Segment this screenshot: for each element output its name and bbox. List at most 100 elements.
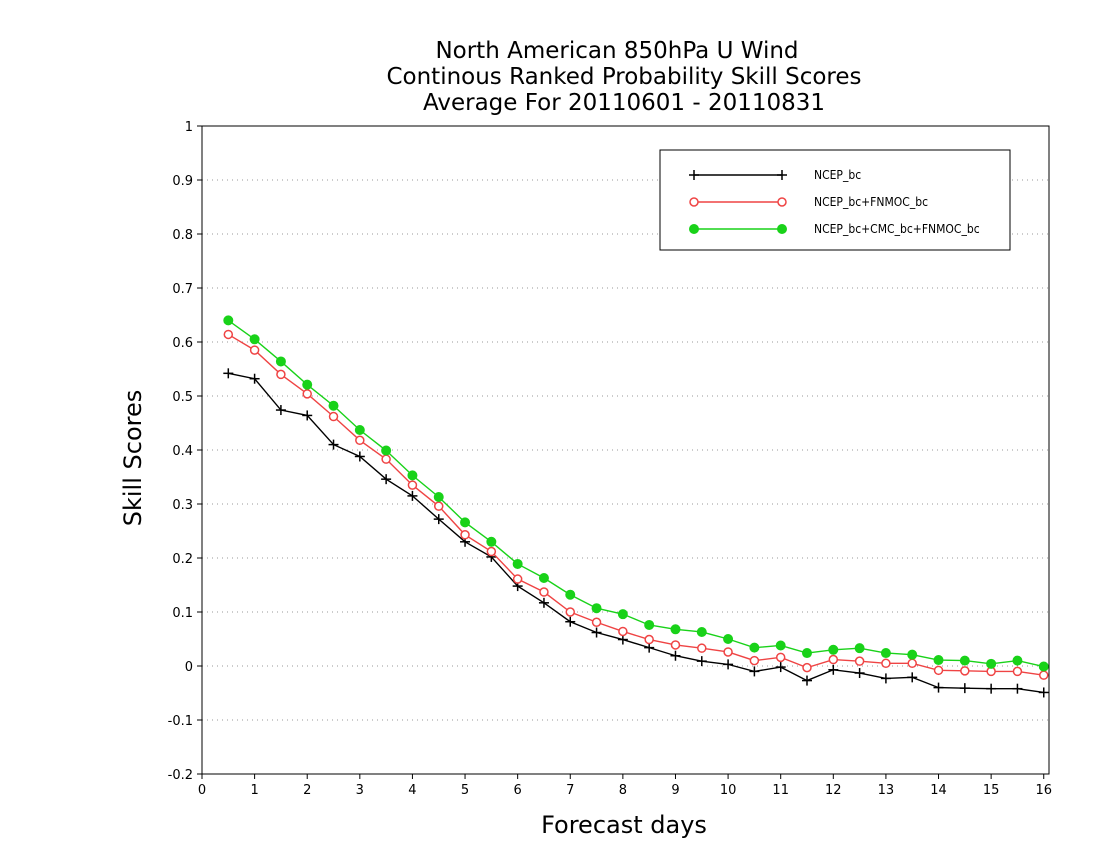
data-point xyxy=(696,656,707,667)
data-point xyxy=(565,607,576,617)
legend-marker xyxy=(777,224,787,234)
x-tick-label: 7 xyxy=(566,783,574,798)
data-point xyxy=(828,644,839,655)
y-tick-label: 0.7 xyxy=(172,282,193,297)
data-point xyxy=(775,662,786,673)
x-tick-label: 15 xyxy=(983,783,1000,798)
data-point xyxy=(696,626,707,637)
data-point xyxy=(880,648,891,659)
data-point xyxy=(986,683,997,694)
y-axis-label: Skill Scores xyxy=(119,390,147,527)
data-point xyxy=(907,649,918,660)
title-line-3: Average For 20110601 - 20110831 xyxy=(423,90,825,116)
data-point xyxy=(1012,655,1023,666)
data-point xyxy=(249,373,260,384)
legend-entry: NCEP_bc xyxy=(689,168,861,182)
data-point xyxy=(986,658,997,669)
x-tick-label: 14 xyxy=(930,783,947,798)
data-point xyxy=(354,425,365,436)
data-point xyxy=(433,514,444,525)
x-tick-label: 8 xyxy=(619,783,627,798)
series-1 xyxy=(223,329,1049,680)
data-point xyxy=(644,642,655,653)
title-line-2: Continous Ranked Probability Skill Score… xyxy=(386,64,861,90)
data-point xyxy=(854,643,865,654)
y-tick-label: 0.4 xyxy=(172,444,193,459)
data-point xyxy=(854,668,865,679)
data-point xyxy=(354,451,365,462)
data-point xyxy=(302,389,312,399)
data-point xyxy=(723,647,733,657)
data-point xyxy=(644,634,654,645)
data-point xyxy=(512,558,523,569)
data-point xyxy=(407,480,418,490)
data-point xyxy=(749,666,760,677)
series-line xyxy=(227,333,1044,676)
data-point xyxy=(723,659,734,670)
data-series xyxy=(223,315,1049,698)
legend-marker xyxy=(689,170,699,180)
x-tick-label: 13 xyxy=(878,783,895,798)
data-point xyxy=(381,474,392,485)
x-tick-label: 6 xyxy=(514,783,522,798)
data-point xyxy=(407,470,418,481)
x-tick-label: 11 xyxy=(772,783,789,798)
data-point xyxy=(749,642,760,653)
data-point xyxy=(565,616,576,627)
data-point xyxy=(881,658,891,669)
data-point xyxy=(565,589,576,600)
y-tick-label: 0.2 xyxy=(172,552,193,567)
data-point xyxy=(617,609,628,620)
data-point xyxy=(802,662,812,673)
data-point xyxy=(775,640,786,651)
x-tick-label: 3 xyxy=(356,783,364,798)
x-tick-label: 10 xyxy=(720,783,737,798)
data-point xyxy=(933,655,944,666)
series-line xyxy=(227,319,1044,668)
data-point xyxy=(433,491,444,502)
legend-entry: NCEP_bc+CMC_bc+FNMOC_bc xyxy=(689,222,980,236)
data-point xyxy=(223,368,234,379)
y-tick-label: -0.1 xyxy=(168,714,193,729)
data-point xyxy=(697,643,707,653)
data-point xyxy=(1012,666,1023,677)
data-point xyxy=(460,517,471,528)
data-point xyxy=(670,624,681,635)
legend-box xyxy=(659,149,1011,251)
data-point xyxy=(486,536,497,547)
x-tick-label: 16 xyxy=(1035,783,1052,798)
title-line-1: North American 850hPa U Wind xyxy=(435,38,798,64)
data-point xyxy=(959,655,970,666)
data-point xyxy=(880,673,891,684)
legend-label: NCEP_bc+CMC_bc+FNMOC_bc xyxy=(814,222,980,236)
data-point xyxy=(249,334,260,345)
legend-marker xyxy=(689,197,699,207)
y-tick-label: 0.5 xyxy=(172,390,193,405)
data-point xyxy=(591,617,602,628)
legend-label: NCEP_bc xyxy=(814,168,861,182)
y-tick-label: 0.3 xyxy=(172,498,193,513)
data-point xyxy=(907,672,918,683)
data-point xyxy=(276,369,286,380)
series-2 xyxy=(223,315,1049,672)
legend-entry: NCEP_bc+FNMOC_bc xyxy=(689,195,928,209)
data-point xyxy=(275,356,286,367)
series-0 xyxy=(223,368,1049,698)
data-point xyxy=(328,411,339,422)
data-point xyxy=(275,405,286,416)
data-point xyxy=(670,650,681,661)
data-point xyxy=(486,546,497,557)
x-tick-label: 4 xyxy=(408,783,416,798)
data-point xyxy=(460,530,470,540)
data-point xyxy=(802,648,812,659)
data-point xyxy=(302,379,313,390)
data-point xyxy=(854,656,865,666)
data-point xyxy=(907,658,917,669)
data-point xyxy=(933,682,944,693)
data-point xyxy=(223,329,234,340)
legend: NCEP_bc NCEP_bc+FNMOC_bc NCEP_bc+CMC_bc+FN… xyxy=(659,149,1011,251)
data-point xyxy=(618,626,628,637)
legend-marker xyxy=(689,224,699,234)
data-point xyxy=(328,439,339,450)
x-tick-label: 5 xyxy=(461,783,469,798)
